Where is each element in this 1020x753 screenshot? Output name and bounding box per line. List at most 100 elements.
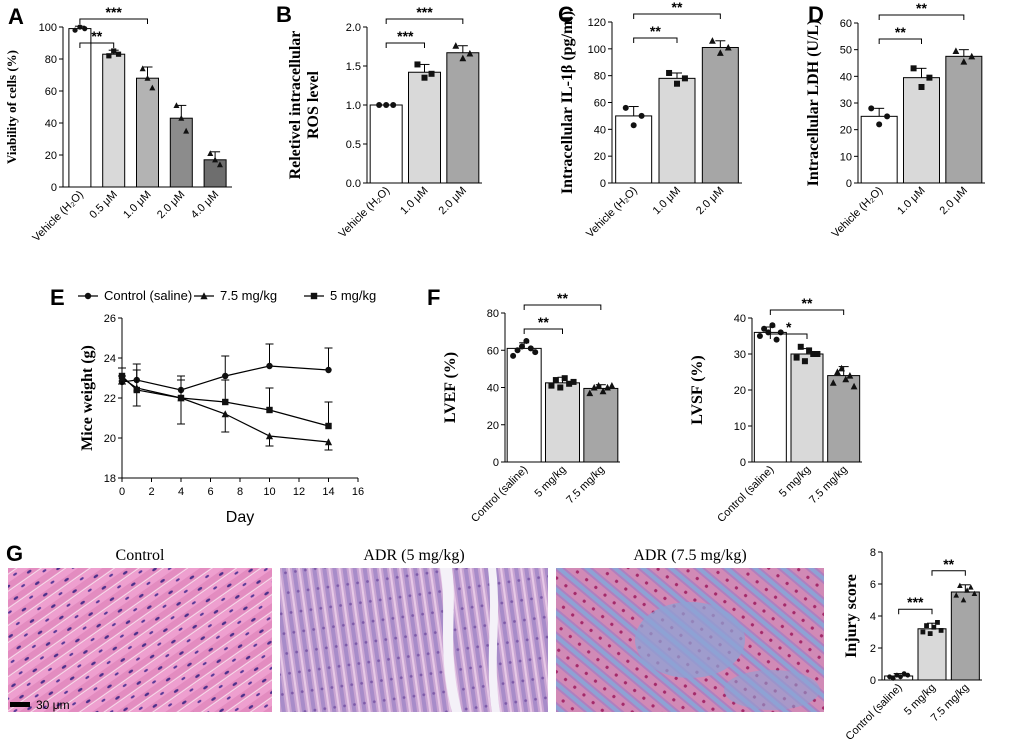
bar-G-2 <box>950 591 980 681</box>
data-point-G-0 <box>890 676 896 681</box>
data-point-A-0 <box>77 24 83 30</box>
bar-B-2 <box>446 52 480 184</box>
tissue-gap <box>440 568 462 712</box>
x-tick-label-E: 2 <box>148 486 154 498</box>
data-point-F2-0 <box>756 333 763 339</box>
x-tick-label-A: 0.5 μM <box>87 189 119 221</box>
x-tick-label-F2: Control (saline) <box>715 464 776 525</box>
x-tick-label-B: Vehicle (H₂O) <box>337 185 393 241</box>
significance-label-D: ** <box>895 24 906 40</box>
y-tick-label-E: 24 <box>104 353 116 365</box>
y-axis-label-D: Intracellular LDH (U/L) <box>805 20 822 187</box>
y-axis-label-A: Viability of cells (%) <box>4 50 19 164</box>
bar-A-0 <box>68 28 92 188</box>
data-point-D-0 <box>876 121 883 128</box>
bar-F2-2 <box>827 375 861 463</box>
significance-bracket-B <box>385 42 425 48</box>
data-point-B-0 <box>390 102 397 108</box>
x-tick-label-E: 10 <box>263 486 275 498</box>
data-point-A-3 <box>178 115 185 121</box>
legend-marker-1 <box>200 292 208 300</box>
data-point-G-0 <box>901 671 907 676</box>
significance-bracket-C <box>633 13 721 19</box>
y-axis-label-G: Injury score <box>843 574 860 658</box>
significance-label-G: *** <box>907 594 924 610</box>
y-tick-label-B: 1.5 <box>346 61 361 73</box>
data-point-G-2 <box>964 587 970 593</box>
data-point-F2-0 <box>761 325 768 332</box>
histology-image-1 <box>280 568 548 712</box>
data-point-A-1 <box>115 51 122 57</box>
data-point-F1-0 <box>532 349 539 356</box>
y-tick-label-F2: 20 <box>734 385 746 397</box>
bar-A-1 <box>102 53 126 188</box>
y-tick-label-D: 30 <box>840 98 852 110</box>
x-tick-label-A: 4.0 μM <box>189 189 221 221</box>
series-point-0 <box>266 362 273 370</box>
bar-B-0 <box>369 104 403 184</box>
histology-title-1: ADR (5 mg/kg) <box>363 547 464 564</box>
significance-label-F1: ** <box>538 314 549 330</box>
data-point-A-2 <box>149 84 156 91</box>
data-point-F2-1 <box>814 351 821 357</box>
data-point-F1-2 <box>604 383 611 391</box>
series-point-1 <box>265 432 274 440</box>
significance-bracket-B <box>385 18 464 24</box>
data-point-B-2 <box>452 42 460 49</box>
y-tick-label-E: 20 <box>104 433 116 445</box>
x-tick-label-C: 2.0 μM <box>694 185 726 217</box>
y-tick-label-C: 40 <box>594 124 606 136</box>
significance-bracket-G <box>898 608 933 615</box>
bar-F2-1 <box>790 353 824 463</box>
y-tick-label-G: 2 <box>870 643 876 655</box>
y-tick-label-F2: 40 <box>734 313 746 325</box>
panel-label-E: E <box>50 285 65 310</box>
data-point-C-1 <box>666 69 673 76</box>
legend-label-2: 5 mg/kg <box>330 288 376 303</box>
y-tick-label-F1: 40 <box>487 383 499 395</box>
y-tick-label-G: 4 <box>870 611 876 623</box>
data-point-G-2 <box>971 590 978 596</box>
x-tick-label-D: 2.0 μM <box>938 185 970 217</box>
data-point-G-0 <box>905 672 911 678</box>
x-tick-label-E: 14 <box>322 486 334 498</box>
data-point-B-1 <box>414 61 421 68</box>
scale-bar <box>10 702 30 707</box>
data-point-G-2 <box>967 584 974 590</box>
data-point-G-2 <box>957 582 963 588</box>
x-tick-label-B: 1.0 μM <box>398 185 430 217</box>
y-tick-label-D: 60 <box>840 18 852 30</box>
data-point-C-1 <box>681 75 688 82</box>
data-point-G-1 <box>935 620 940 625</box>
data-point-F2-2 <box>850 382 858 390</box>
data-point-G-0 <box>894 672 900 678</box>
data-point-A-0 <box>82 26 88 32</box>
data-point-F1-1 <box>561 375 568 382</box>
y-tick-label-F1: 60 <box>487 345 499 357</box>
series-line-1 <box>121 377 329 443</box>
x-tick-label-B: 2.0 μM <box>437 185 469 217</box>
y-tick-label-A: 40 <box>45 118 57 130</box>
data-point-F1-2 <box>608 382 616 389</box>
data-point-F1-1 <box>557 384 564 391</box>
series-point-0 <box>222 372 229 380</box>
data-point-D-1 <box>918 84 925 90</box>
x-axis-label-E: Day <box>226 509 254 526</box>
x-tick-label-F2: 5 mg/kg <box>777 464 813 500</box>
data-point-F1-2 <box>595 382 603 389</box>
data-point-F2-1 <box>806 347 813 354</box>
data-point-F2-2 <box>846 372 854 379</box>
y-tick-label-A: 0 <box>51 182 57 194</box>
bar-G-1 <box>917 628 947 681</box>
data-point-F1-0 <box>523 337 530 344</box>
significance-label-G: ** <box>943 556 954 572</box>
significance-bracket-F2 <box>769 309 845 315</box>
data-point-F1-0 <box>527 345 534 352</box>
data-point-A-0 <box>72 27 78 33</box>
significance-bracket-F1 <box>523 328 563 334</box>
histology-title-2: ADR (7.5 mg/kg) <box>633 547 746 564</box>
panel-label-D: D <box>808 2 824 27</box>
y-tick-label-E: 26 <box>104 313 116 325</box>
y-tick-label-D: 20 <box>840 125 852 137</box>
